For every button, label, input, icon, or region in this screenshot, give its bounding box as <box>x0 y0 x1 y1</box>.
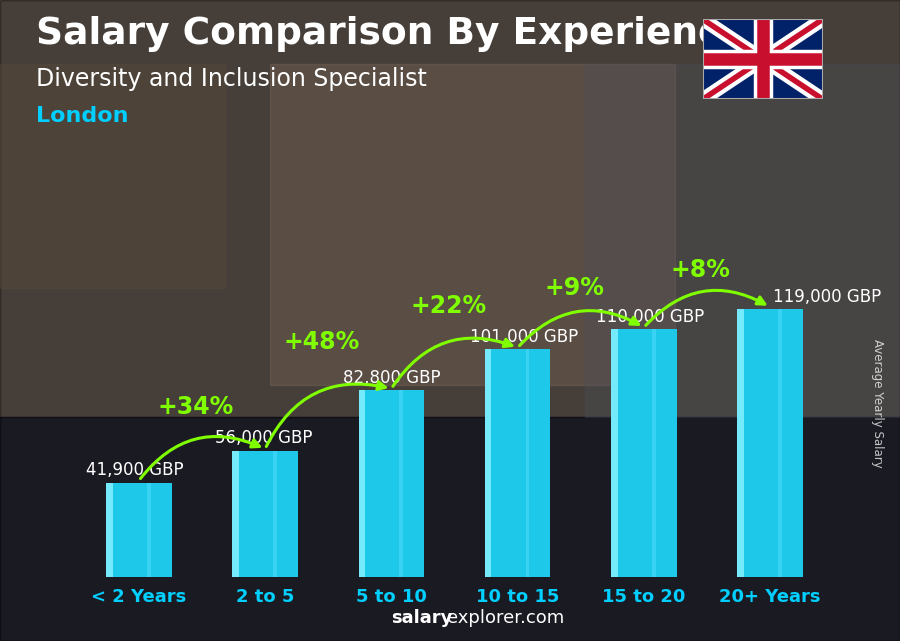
Bar <box>358 390 424 577</box>
Text: Average Yearly Salary: Average Yearly Salary <box>871 340 884 468</box>
Text: London: London <box>36 106 129 126</box>
Text: +22%: +22% <box>410 294 486 318</box>
Text: 110,000 GBP: 110,000 GBP <box>596 308 704 326</box>
Bar <box>585 64 900 417</box>
Bar <box>106 483 172 577</box>
Bar <box>400 390 403 577</box>
Bar <box>232 451 239 577</box>
Bar <box>611 329 677 577</box>
Bar <box>737 309 803 577</box>
Bar <box>106 483 112 577</box>
Bar <box>358 390 365 577</box>
Text: Salary Comparison By Experience: Salary Comparison By Experience <box>36 16 746 52</box>
Bar <box>0 64 225 288</box>
Text: +9%: +9% <box>544 276 605 300</box>
Bar <box>0 417 900 641</box>
Text: 41,900 GBP: 41,900 GBP <box>86 461 184 479</box>
Bar <box>652 329 656 577</box>
Bar <box>0 0 900 417</box>
Bar <box>485 349 551 577</box>
Bar <box>270 64 675 385</box>
Bar <box>485 349 491 577</box>
Text: 56,000 GBP: 56,000 GBP <box>214 429 312 447</box>
Bar <box>232 451 298 577</box>
Text: explorer.com: explorer.com <box>447 609 564 627</box>
Bar <box>778 309 782 577</box>
Bar <box>611 329 617 577</box>
Text: 101,000 GBP: 101,000 GBP <box>470 328 578 346</box>
Bar <box>737 309 744 577</box>
Text: +8%: +8% <box>670 258 731 282</box>
Bar <box>526 349 529 577</box>
Bar <box>273 451 277 577</box>
Text: salary: salary <box>392 609 453 627</box>
Text: 82,800 GBP: 82,800 GBP <box>344 369 441 387</box>
Text: +34%: +34% <box>158 395 234 419</box>
Text: +48%: +48% <box>284 330 360 354</box>
Text: 119,000 GBP: 119,000 GBP <box>773 288 881 306</box>
Bar <box>147 483 150 577</box>
Text: Diversity and Inclusion Specialist: Diversity and Inclusion Specialist <box>36 67 427 91</box>
